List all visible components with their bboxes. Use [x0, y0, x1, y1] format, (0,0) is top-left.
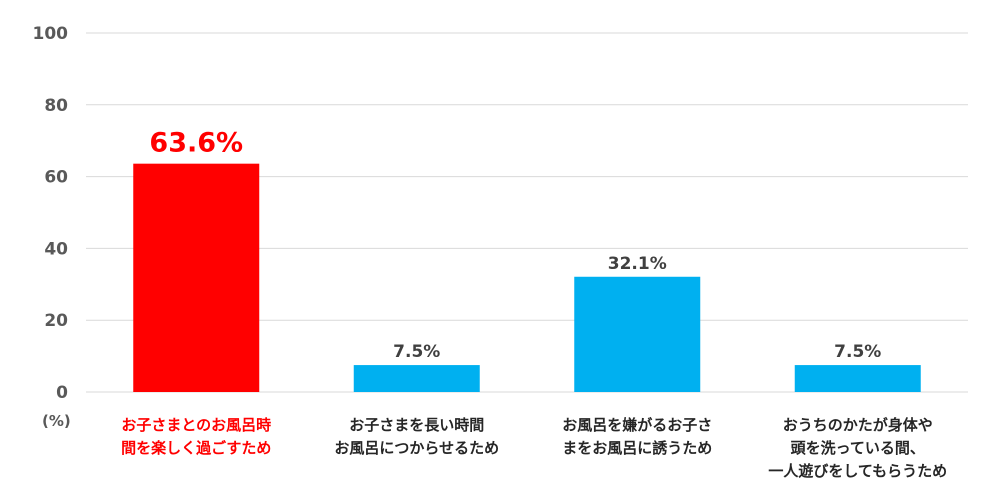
y-tick-label: 40 — [44, 239, 68, 259]
category-label: お子さまとのお風呂時間を楽しく過ごすため — [121, 416, 271, 457]
value-label: 32.1% — [608, 254, 667, 274]
y-tick-label: 100 — [33, 24, 69, 44]
category-label-line: お風呂を嫌がるお子さ — [562, 416, 712, 434]
bar — [353, 365, 480, 392]
value-label: 7.5% — [834, 342, 881, 362]
category-labels: お子さまとのお風呂時間を楽しく過ごすため お子さまを長い時間お風呂につからせるため… — [121, 416, 947, 480]
bar — [794, 365, 921, 392]
category-label-line: お風呂につからせるため — [334, 439, 499, 457]
category-label-line: お子さまを長い時間 — [349, 416, 484, 434]
category-label-line: まをお風呂に誘うため — [562, 439, 712, 457]
category-label-line: 一人遊びをしてもらうため — [768, 462, 947, 480]
category-label: お風呂を嫌がるお子さまをお風呂に誘うため — [562, 416, 712, 457]
category-label-line: お子さまとのお風呂時 — [121, 416, 271, 434]
category-label-line: 頭を洗っている間、 — [791, 439, 925, 457]
y-tick-label: 60 — [44, 168, 68, 188]
y-axis-ticks: 0 20 40 60 80 100 — [33, 24, 69, 403]
category-label-line: おうちのかたが身体や — [783, 416, 933, 434]
bar — [574, 276, 701, 392]
value-labels: 63.6% 7.5% 32.1% 7.5% — [149, 128, 881, 362]
y-tick-label: 20 — [44, 311, 68, 331]
category-label: お子さまを長い時間お風呂につからせるため — [334, 416, 499, 457]
value-label: 7.5% — [393, 342, 440, 362]
y-axis-unit-label: (%) — [42, 412, 71, 430]
y-tick-label: 80 — [44, 96, 68, 116]
bars — [133, 163, 921, 392]
y-tick-label: 0 — [56, 383, 68, 403]
category-label-line: 間を楽しく過ごすため — [121, 439, 271, 457]
value-label: 63.6% — [149, 128, 243, 159]
bar — [133, 163, 260, 392]
category-label: おうちのかたが身体や頭を洗っている間、一人遊びをしてもらうため — [768, 416, 947, 480]
